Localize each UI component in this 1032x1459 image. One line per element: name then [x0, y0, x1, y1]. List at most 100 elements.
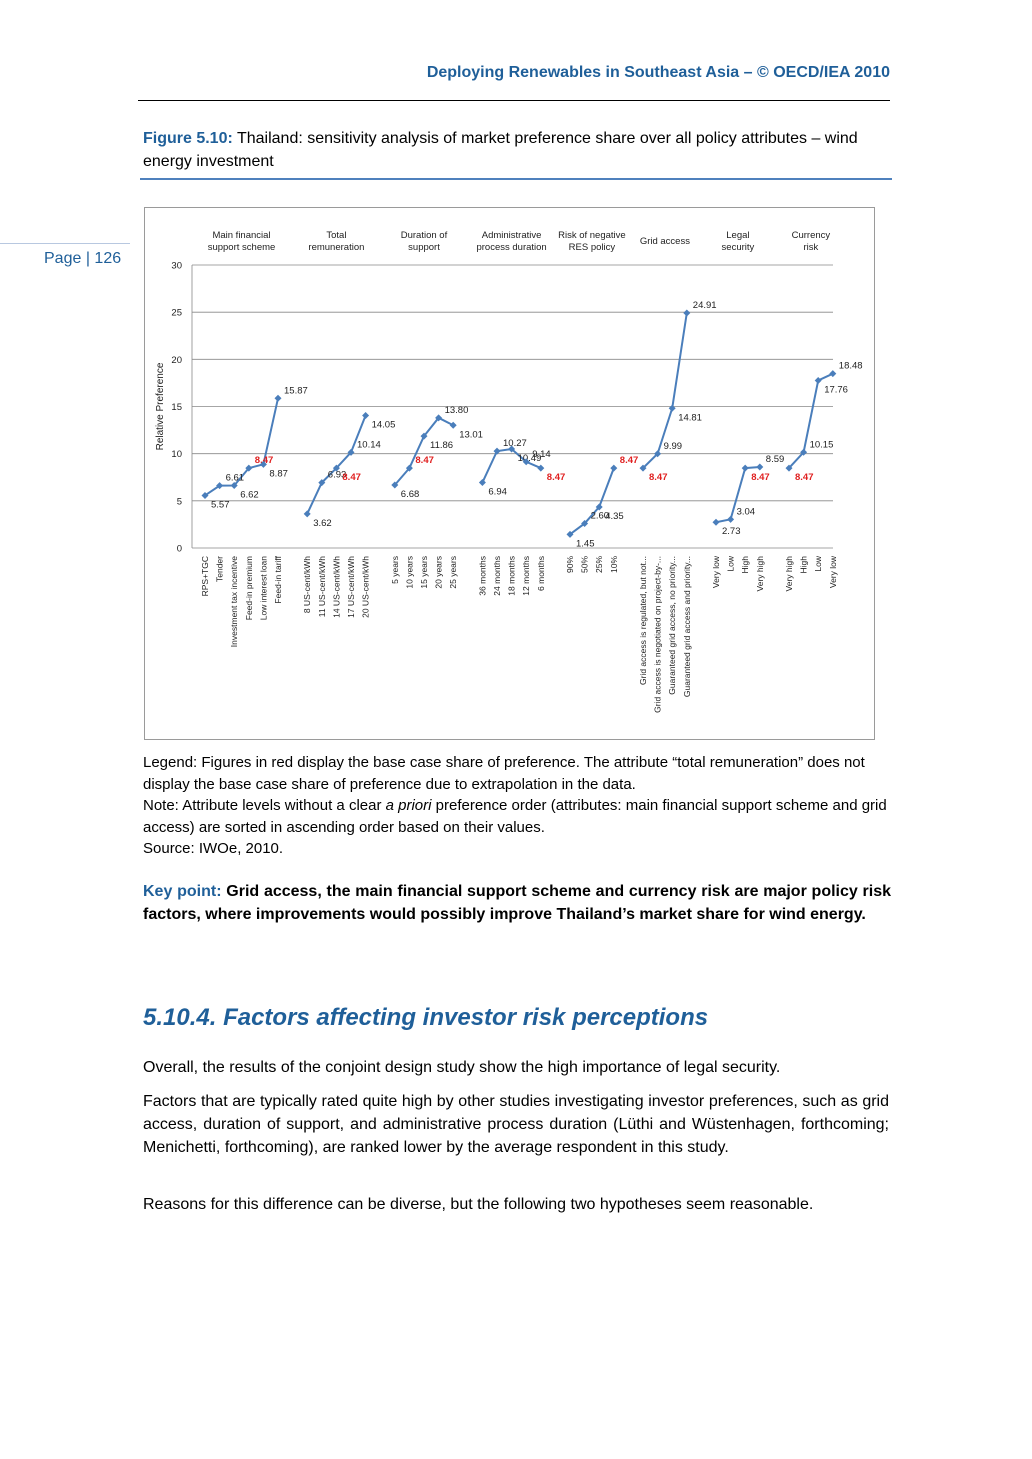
data-point	[332, 464, 340, 472]
note-pre: Note: Attribute levels without a clear	[143, 797, 386, 814]
data-label: 15.87	[284, 385, 308, 396]
x-category-label: 36 months	[477, 556, 487, 596]
data-label: 6.68	[401, 489, 420, 500]
key-point: Key point: Grid access, the main financi…	[143, 880, 891, 926]
series-line	[394, 416, 454, 486]
group-title: Grid access	[640, 236, 690, 247]
data-label: 3.04	[737, 506, 756, 517]
data-label: 8.87	[269, 468, 288, 479]
x-category-label: Very low	[711, 555, 721, 588]
y-tick-label: 5	[177, 496, 182, 507]
data-label: 8.47	[342, 472, 361, 483]
x-category-label: 8 US-cent/kWh	[302, 556, 312, 613]
header-rule	[138, 100, 890, 101]
group-title: support	[408, 242, 440, 253]
data-point	[566, 530, 574, 538]
data-label: 18.48	[839, 361, 863, 372]
data-label: 13.01	[459, 429, 483, 440]
data-label: 10.27	[503, 438, 527, 449]
data-label: 14.05	[372, 419, 396, 430]
data-label: 1.45	[576, 538, 595, 549]
data-label: 6.62	[240, 490, 259, 501]
data-label: 8.47	[795, 472, 814, 483]
series-line	[642, 312, 688, 469]
group-title: Duration of	[401, 230, 448, 241]
data-point	[610, 464, 618, 472]
group-title: remuneration	[308, 242, 364, 253]
group-title: Total	[326, 230, 346, 241]
x-category-label: High	[799, 556, 809, 574]
group-title: process duration	[476, 242, 546, 253]
data-point	[522, 458, 530, 466]
note-post: preference order (attributes: main finan…	[143, 797, 887, 836]
data-point	[508, 445, 516, 453]
x-category-label: 50%	[580, 556, 590, 573]
data-label: 10.49	[518, 453, 542, 464]
y-tick-label: 30	[171, 261, 182, 272]
data-point	[449, 421, 457, 429]
data-point	[318, 479, 326, 487]
legend-line: Legend: Figures in red display the base …	[143, 754, 865, 793]
data-point	[420, 432, 428, 440]
x-category-label: Guaranteed grid access and priority...	[682, 556, 692, 697]
group-title: risk	[804, 242, 819, 253]
series-line	[715, 465, 760, 524]
x-category-label: 20 US-cent/kWh	[361, 556, 371, 618]
data-label: 17.76	[824, 384, 848, 395]
x-category-label: 20 years	[434, 556, 444, 589]
group-title: Main financial	[212, 230, 270, 241]
x-category-label: 11 US-cent/kWh	[317, 556, 327, 618]
data-label: 4.35	[605, 511, 624, 522]
data-point	[493, 447, 501, 455]
y-tick-label: 0	[177, 544, 182, 555]
data-point	[216, 482, 224, 490]
data-point	[756, 463, 764, 471]
x-category-label: 12 months	[521, 556, 531, 596]
x-category-label: Low interest loan	[258, 556, 268, 621]
y-axis-title: Relative Preference	[155, 362, 166, 450]
data-label: 24.91	[693, 300, 717, 311]
data-point	[259, 460, 267, 468]
data-point	[478, 479, 486, 487]
data-label: 9.14	[532, 449, 551, 460]
series-line	[204, 398, 279, 497]
data-point	[668, 404, 676, 412]
y-tick-label: 20	[171, 355, 182, 366]
x-category-label: Grid access is regulated, but not...	[638, 556, 648, 685]
x-category-label: 24 months	[492, 556, 502, 596]
note-em: a priori	[385, 797, 432, 814]
figure-label: Figure 5.10:	[143, 130, 233, 147]
x-category-label: 10%	[609, 556, 619, 573]
data-point	[274, 394, 282, 402]
x-category-label: 6 months	[536, 556, 546, 591]
y-tick-label: 25	[171, 308, 182, 319]
page-number-rule	[0, 243, 130, 244]
data-label: 10.14	[357, 439, 381, 450]
data-point	[245, 464, 253, 472]
data-label: 14.81	[678, 412, 702, 423]
data-label: 8.59	[766, 454, 785, 465]
series-line	[569, 467, 615, 536]
source-line: Source: IWOe, 2010.	[143, 840, 284, 857]
data-label: 2.73	[722, 526, 741, 537]
x-category-label: 17 US-cent/kWh	[346, 556, 356, 618]
x-category-label: High	[740, 556, 750, 574]
x-category-label: Low	[813, 555, 823, 571]
data-label: 8.47	[751, 472, 770, 483]
group-title: RES policy	[569, 242, 616, 253]
data-point	[537, 464, 545, 472]
x-category-label: Guaranteed grid access, no priority...	[667, 556, 677, 695]
data-point	[683, 309, 691, 317]
note-line: Note: Attribute levels without a clear a…	[143, 795, 891, 838]
data-label: 3.62	[313, 518, 332, 529]
x-category-label: Grid access is negotiated on project-by-…	[653, 556, 663, 713]
data-point	[785, 464, 793, 472]
data-label: 5.57	[211, 499, 230, 510]
group-title: Risk of negative	[558, 230, 626, 241]
data-point	[201, 491, 209, 499]
y-tick-label: 10	[171, 449, 182, 460]
x-category-label: Investment tax incentive	[229, 556, 239, 647]
x-category-label: RPS+TGC	[200, 556, 210, 596]
data-label: 10.15	[810, 439, 834, 450]
x-category-label: 25%	[594, 556, 604, 573]
